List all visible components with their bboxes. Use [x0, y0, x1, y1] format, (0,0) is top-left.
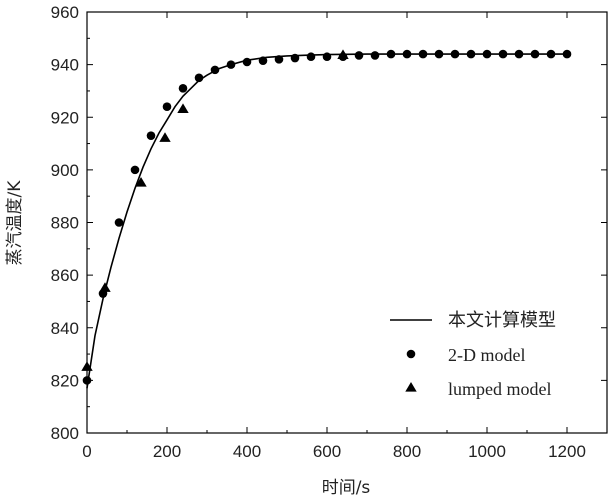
point-2d-model	[274, 55, 284, 64]
y-tick-label: 920	[51, 108, 79, 127]
point-2d-model	[354, 51, 364, 60]
y-tick-label: 960	[51, 3, 79, 22]
point-2d-model	[370, 51, 380, 60]
point-lumped-model	[159, 132, 171, 142]
y-tick-label: 800	[51, 424, 79, 443]
point-2d-model	[450, 49, 460, 59]
legend-label: 2-D model	[448, 345, 525, 365]
point-2d-model	[258, 56, 268, 65]
point-2d-model	[306, 52, 316, 62]
x-tick-label: 1000	[468, 442, 506, 461]
point-2d-model	[498, 49, 508, 59]
plot-frame	[86, 11, 608, 434]
y-tick-label: 940	[51, 56, 79, 75]
x-tick-label: 600	[313, 442, 341, 461]
tick-labels: 0 200 400 600 800 1000 1200 800 820 840 860 880 900 9…	[51, 3, 586, 461]
point-lumped-model	[99, 282, 111, 292]
point-2d-model	[226, 60, 236, 69]
series-lines	[86, 53, 567, 389]
point-2d-model	[402, 49, 412, 59]
legend: 本文计算模型 2-D model lumped model	[390, 310, 556, 399]
series-line-model	[86, 53, 567, 389]
point-2d-model	[242, 57, 252, 67]
point-2d-model	[530, 49, 540, 59]
point-2d-model	[482, 49, 492, 59]
point-2d-model	[466, 49, 476, 59]
point-lumped-model	[337, 49, 349, 60]
axes	[86, 11, 608, 434]
point-2d-model	[418, 49, 428, 59]
x-tick-label: 200	[153, 442, 181, 461]
legend-label: lumped model	[448, 379, 551, 399]
point-2d-model	[146, 131, 156, 140]
point-2d-model	[114, 218, 124, 227]
y-axis-title: 蒸汽温度/K	[5, 180, 25, 266]
point-lumped-model	[177, 103, 189, 113]
x-tick-label: 400	[233, 442, 261, 461]
legend-triangle-swatch	[405, 382, 417, 392]
y-tick-label: 820	[51, 371, 79, 390]
point-2d-model	[210, 65, 220, 75]
y-tick-label: 840	[51, 319, 79, 338]
point-2d-model	[562, 49, 572, 59]
y-tick-label: 900	[51, 161, 79, 180]
point-2d-model	[386, 49, 396, 59]
x-tick-label: 0	[82, 442, 91, 461]
point-2d-model	[194, 73, 204, 83]
x-tick-label: 1200	[548, 442, 586, 461]
point-2d-model	[434, 49, 444, 59]
y-tick-label: 880	[51, 214, 79, 233]
x-tick-label: 800	[393, 442, 421, 461]
point-2d-model	[290, 53, 300, 63]
point-2d-model	[178, 84, 188, 93]
point-2d-model	[162, 102, 172, 112]
point-2d-model	[546, 49, 556, 59]
legend-circle-swatch	[406, 349, 416, 359]
point-lumped-model	[81, 361, 93, 371]
point-2d-model	[514, 49, 524, 59]
legend-label: 本文计算模型	[448, 310, 556, 330]
point-2d-model	[130, 165, 140, 175]
series-markers	[81, 49, 572, 385]
point-2d-model	[322, 52, 332, 62]
point-2d-model	[82, 376, 92, 385]
y-tick-label: 860	[51, 266, 79, 285]
x-axis-title: 时间/s	[322, 478, 371, 498]
point-lumped-model	[135, 177, 147, 187]
